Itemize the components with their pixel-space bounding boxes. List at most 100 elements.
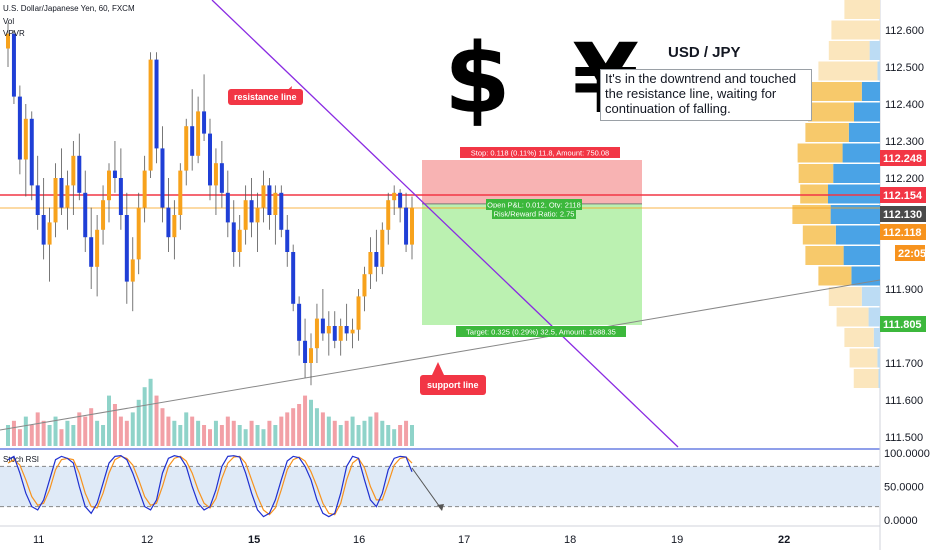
price-tag-bg — [880, 224, 926, 240]
time-tick-label: 11 — [33, 534, 44, 546]
price-tag-bg — [880, 206, 926, 222]
time-axis[interactable]: 11 12 15 16 17 18 19 22 — [33, 534, 790, 546]
resistance-line — [211, 0, 679, 448]
profile-bar-down — [810, 82, 862, 101]
candle-body — [166, 207, 171, 238]
volume-bars — [6, 378, 414, 446]
volume-bar — [237, 425, 242, 446]
candle-body — [47, 222, 52, 245]
candle-body — [190, 126, 195, 156]
volume-bar — [77, 412, 82, 446]
profile-bar-down — [808, 102, 854, 122]
candle-body — [208, 133, 212, 186]
price-tick-label: 111.500 — [885, 432, 923, 444]
candle-body — [59, 178, 64, 208]
candle-body — [285, 229, 290, 252]
profile-bar-up — [877, 348, 880, 368]
stop-zone — [422, 160, 642, 204]
target-label-bg — [456, 326, 626, 337]
volume-bar — [190, 416, 195, 446]
candle-body — [404, 207, 409, 245]
analysis-note[interactable]: It's in the downtrend and touched the re… — [600, 69, 812, 121]
profile-bar-down — [805, 246, 844, 265]
profile-bar-down — [797, 143, 843, 163]
volume-bar — [17, 429, 22, 446]
candle-body — [368, 252, 373, 275]
candle-body — [261, 185, 266, 208]
volume-bar — [95, 420, 100, 446]
risk-reward-label: Risk/Reward Ratio: 2.75 — [494, 210, 575, 219]
volume-bar — [112, 404, 117, 446]
time-tick-label: 18 — [564, 534, 576, 546]
volume-bar — [404, 420, 409, 446]
volume-bar — [219, 425, 224, 446]
volume-bar — [326, 416, 331, 446]
candle-body — [29, 118, 34, 186]
candle-body — [320, 318, 325, 334]
candle-body — [243, 200, 248, 230]
candle-body — [41, 215, 46, 245]
candle-body — [297, 303, 302, 341]
volume-bar — [398, 425, 403, 446]
support-pointer — [432, 362, 444, 375]
volume-bar — [344, 420, 349, 446]
target-zone — [422, 203, 642, 325]
candle-body — [142, 170, 147, 208]
candle-body — [23, 118, 28, 160]
profile-bar-up — [878, 369, 880, 388]
volume-bar — [148, 378, 153, 446]
volume-bar — [374, 412, 379, 446]
candle-body — [101, 200, 106, 230]
price-tag-text: 22:05 — [898, 248, 926, 260]
position-zones[interactable] — [422, 160, 642, 325]
profile-bar-up — [835, 225, 880, 245]
support-line — [0, 279, 881, 431]
volume-bar — [320, 412, 325, 446]
price-tag-text: 112.248 — [883, 153, 922, 165]
profile-bar-down — [792, 205, 831, 224]
price-tags: 112.248 112.154 112.130 112.118 22:05 111.805 — [880, 150, 926, 332]
profile-bar-down — [831, 20, 880, 40]
stop-label-bg — [460, 147, 620, 158]
candle-body — [332, 326, 337, 341]
candle-body — [225, 192, 230, 223]
volume-bar — [208, 429, 212, 446]
volume-bar — [83, 416, 88, 446]
candle-body — [184, 126, 189, 171]
price-tag-text: 112.154 — [883, 190, 923, 202]
price-tag-bg — [880, 316, 926, 332]
resistance-line-label[interactable]: resistance line — [228, 89, 303, 105]
support-line-label[interactable]: support line — [420, 375, 486, 395]
volume-bar — [118, 416, 123, 446]
price-tag-bg — [880, 187, 926, 203]
candle-body — [11, 33, 16, 97]
candle-body — [124, 215, 129, 282]
candle-body — [374, 252, 379, 267]
price-tag-text: 112.130 — [883, 209, 922, 221]
volume-bar — [368, 416, 373, 446]
profile-bar-down — [800, 184, 828, 204]
candle-body — [219, 163, 224, 193]
profile-bar-down — [853, 369, 879, 388]
candle-body — [392, 192, 397, 201]
candle-body — [309, 348, 313, 363]
profile-bar-down — [844, 0, 880, 19]
price-axis[interactable]: 112.600 112.500 112.400 112.300 112.200 111.9… — [885, 25, 924, 444]
candle-body — [71, 155, 76, 186]
candle-body — [89, 237, 94, 267]
candle-body — [202, 111, 207, 134]
candle-body — [314, 318, 319, 349]
candle-body — [154, 59, 159, 149]
trend-lines[interactable] — [0, 0, 881, 448]
volume-bar — [410, 425, 414, 446]
time-tick-label: 19 — [671, 534, 683, 546]
candle-body — [130, 259, 135, 282]
volume-bar — [124, 420, 129, 446]
candle-body — [6, 33, 10, 49]
volume-bar — [166, 416, 171, 446]
price-tick-label: 112.500 — [885, 62, 924, 74]
profile-bar-up — [828, 184, 880, 204]
volume-bar — [130, 412, 135, 446]
volume-bar — [285, 412, 290, 446]
